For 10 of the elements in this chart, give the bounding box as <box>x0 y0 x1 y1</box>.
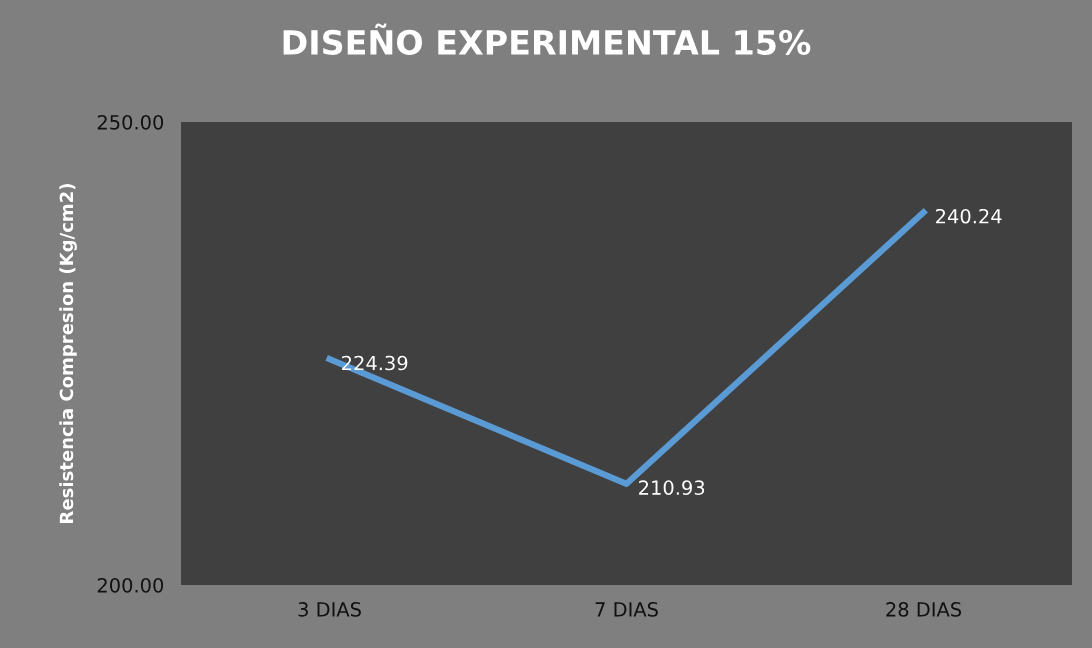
x-tick-label: 28 DIAS <box>886 602 962 617</box>
y-tick-label: 200.00 <box>97 577 164 593</box>
data-label: 240.24 <box>936 208 1002 224</box>
y-axis-title: Resistencia Compresion (Kg/cm2) <box>59 184 77 523</box>
data-label: 224.39 <box>342 355 408 371</box>
chart-title: DISEÑO EXPERIMENTAL 15% <box>283 23 811 55</box>
x-tick-label: 7 DIAS <box>595 602 658 617</box>
x-tick-label: 3 DIAS <box>298 602 361 617</box>
y-tick-label: 250.00 <box>97 114 164 130</box>
data-label: 210.93 <box>639 480 705 495</box>
